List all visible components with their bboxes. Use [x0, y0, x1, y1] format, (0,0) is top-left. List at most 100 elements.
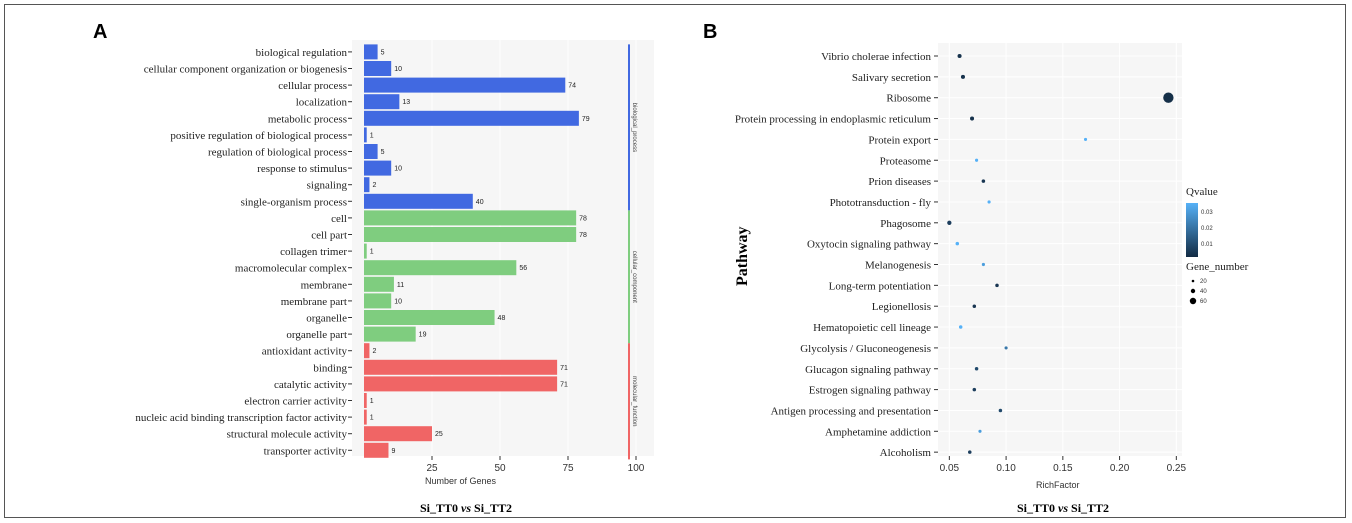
category-label: organelle part — [286, 329, 347, 341]
bar — [364, 343, 370, 359]
bar-value-label: 9 — [391, 448, 395, 455]
bar-value-label: 1 — [370, 398, 374, 405]
category-label: cellular component organization or bioge… — [144, 64, 347, 76]
bar-value-label: 5 — [381, 149, 385, 156]
panel-b-comparison: Si_TT0 vs Si_TT2 — [1017, 501, 1109, 515]
pathway-label: Antigen processing and presentation — [771, 405, 932, 417]
figure-frame — [4, 4, 1346, 518]
pathway-label: Amphetamine addiction — [825, 426, 931, 438]
bar — [364, 326, 416, 342]
data-point — [975, 158, 979, 162]
data-point — [998, 408, 1003, 413]
panel-b-plot-bg — [938, 43, 1182, 456]
category-label: single-organism process — [241, 196, 347, 208]
bar-value-label: 19 — [419, 332, 427, 339]
category-label: membrane part — [281, 296, 347, 308]
data-point — [974, 366, 979, 371]
category-label: antioxidant activity — [262, 346, 348, 358]
bar — [364, 110, 579, 126]
bar-value-label: 78 — [579, 232, 587, 239]
bar — [364, 442, 389, 458]
data-point — [978, 429, 982, 433]
legend-size-label: 40 — [1200, 289, 1207, 295]
legend-size-dot — [1190, 288, 1196, 294]
category-label: membrane — [301, 279, 348, 291]
legend-size-dot — [1189, 297, 1197, 305]
x-tick-label: 100 — [628, 463, 645, 474]
data-point — [1163, 92, 1174, 103]
pathway-label: Ribosome — [886, 93, 931, 105]
x-tick-label: 0.10 — [996, 463, 1016, 474]
bar-value-label: 25 — [435, 431, 443, 438]
category-label: catalytic activity — [274, 379, 347, 391]
pathway-label: Protein processing in endoplasmic reticu… — [735, 114, 932, 126]
panel-a-label: A — [93, 21, 107, 43]
data-point — [972, 304, 977, 308]
bar-value-label: 71 — [560, 365, 568, 372]
category-label: electron carrier activity — [244, 396, 347, 408]
category-label: localization — [296, 97, 348, 109]
pathway-label: Phagosome — [880, 218, 931, 230]
panel-a-comparison: Si_TT0 vs Si_TT2 — [420, 501, 512, 515]
bar-value-label: 13 — [402, 99, 410, 106]
legend-size-label: 20 — [1200, 279, 1207, 285]
x-tick-label: 0.20 — [1110, 463, 1130, 474]
bar — [364, 127, 367, 143]
category-label: signaling — [307, 180, 348, 192]
panel-b: B 0.05 0.10 0.15 0.20 0.25 RichFactor Pathwa… — [703, 21, 1249, 515]
bar-value-label: 10 — [394, 298, 402, 305]
pathway-label: Prion diseases — [868, 176, 931, 188]
data-point — [972, 387, 977, 392]
data-point — [987, 200, 991, 204]
bar — [364, 144, 378, 159]
bar — [364, 260, 517, 276]
x-tick-label: 0.25 — [1167, 463, 1187, 474]
legend-qvalue-tick: 0.01 — [1201, 242, 1213, 248]
bar — [364, 359, 558, 375]
bar-value-label: 1 — [370, 132, 374, 139]
data-point — [947, 220, 952, 225]
category-label: cell part — [311, 230, 347, 242]
category-label: positive regulation of biological proces… — [170, 130, 347, 142]
category-label: cellular process — [278, 80, 347, 92]
legend-size-dot — [1191, 279, 1195, 283]
data-point — [981, 179, 986, 183]
panel-b-label: B — [703, 21, 717, 43]
pathway-label: Proteasome — [880, 155, 931, 167]
bar-value-label: 1 — [370, 249, 374, 256]
bar-value-label: 78 — [579, 215, 587, 222]
pathway-label: Oxytocin signaling pathway — [807, 239, 932, 251]
bar — [364, 227, 577, 242]
bar — [364, 160, 392, 176]
pathway-label: Hematopoietic cell lineage — [813, 322, 931, 334]
legend-size-label: 60 — [1200, 299, 1207, 305]
category-label: macromolecular complex — [235, 263, 348, 275]
data-point — [958, 325, 963, 329]
x-tick-label: 75 — [562, 463, 574, 474]
bar — [364, 94, 400, 110]
category-label: metabolic process — [268, 113, 347, 125]
category-label: response to stimulus — [257, 163, 347, 175]
category-label: structural molecule activity — [227, 429, 348, 441]
bar-value-label: 48 — [498, 315, 506, 322]
pathway-label: Estrogen signaling pathway — [809, 385, 932, 397]
category-label: binding — [313, 362, 347, 374]
panel-a-x-axis-label: Number of Genes — [425, 476, 497, 486]
bar — [364, 44, 378, 60]
legend-qvalue-tick: 0.03 — [1201, 210, 1213, 216]
category-label: biological regulation — [256, 47, 348, 59]
category-label: nucleic acid binding transcription facto… — [135, 412, 347, 424]
facet-strip-label: cellular_component — [631, 251, 637, 303]
bar-value-label: 10 — [394, 66, 402, 73]
data-point — [968, 450, 972, 454]
bar — [364, 177, 370, 193]
pathway-label: Long-term potentiation — [829, 280, 932, 292]
data-point — [955, 241, 960, 246]
bar — [364, 276, 394, 292]
bar-value-label: 2 — [372, 348, 376, 355]
bar — [364, 310, 495, 325]
category-label: collagen trimer — [280, 246, 347, 258]
facet-strip-label: biological_process — [631, 103, 637, 152]
data-point — [995, 283, 999, 288]
bar-value-label: 71 — [560, 381, 568, 388]
